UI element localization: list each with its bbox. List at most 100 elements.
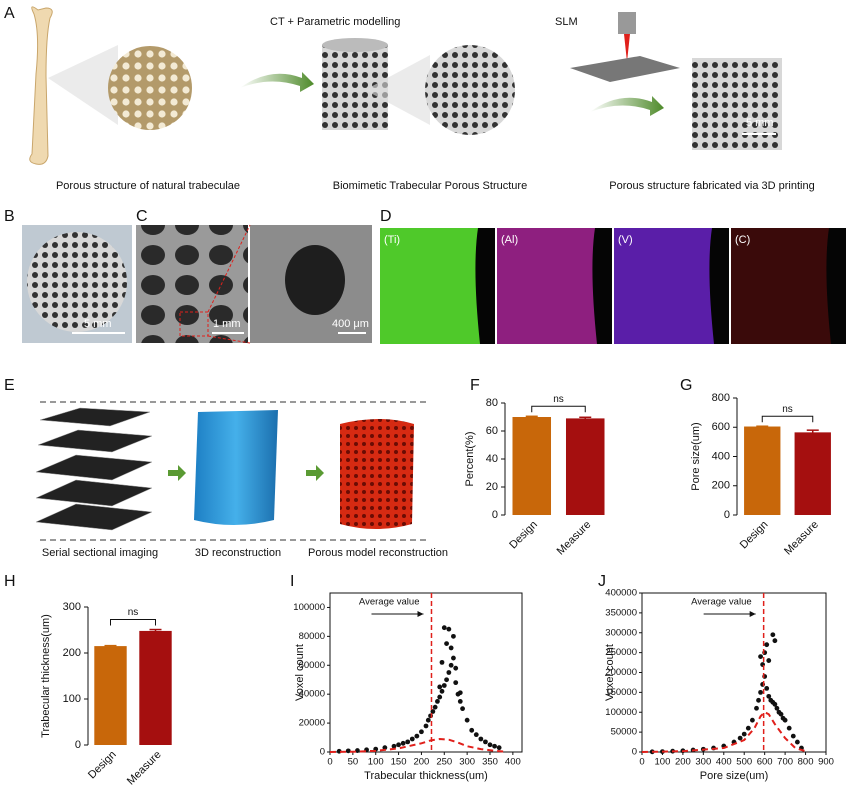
panel-label: I: [290, 573, 294, 590]
x-tick-label: Measure: [555, 519, 594, 558]
element-label: (Ti): [384, 234, 400, 246]
x-tick-label: Design: [86, 749, 119, 782]
zoom-line: [207, 224, 251, 313]
y-tick-label: 400: [712, 450, 730, 462]
y-tick-label: 0: [75, 739, 81, 751]
y-tick-label: 80: [486, 397, 498, 409]
x-tick-label: Measure: [782, 519, 821, 558]
build-plate: [570, 56, 680, 82]
arrow: [240, 72, 314, 92]
panel-label: J: [598, 573, 606, 590]
point: [464, 717, 470, 723]
y-tick-label: 100000: [293, 602, 325, 613]
point: [444, 641, 449, 646]
laser: [624, 34, 630, 62]
significance-bracket: [761, 415, 814, 423]
point: [772, 638, 778, 644]
point: [414, 733, 420, 739]
zoom-cone: [365, 55, 430, 125]
panel-label: C: [136, 208, 148, 225]
arrow: [590, 96, 664, 116]
y-tick-label: 0: [632, 747, 637, 758]
y-tick-label: 40000: [299, 689, 325, 700]
panel-e: E Serial sectional imaging 3D reconstruc…: [4, 377, 448, 559]
y-tick-label: 20000: [299, 718, 325, 729]
point: [766, 693, 772, 699]
x-tick-label: 300: [459, 757, 475, 768]
zoom-cone: [48, 45, 118, 125]
x-axis-label: Pore size(um): [700, 770, 768, 782]
arrow-head: [749, 611, 756, 617]
point: [460, 706, 465, 712]
x-tick-label: 50: [348, 757, 359, 768]
point: [453, 665, 459, 671]
panels-bcd: B 5 mm C 1 mm 400 μm D (Ti) (Al) (V) (C): [4, 208, 846, 344]
zoom-line: [207, 335, 251, 344]
bar: [512, 417, 552, 515]
point: [435, 699, 440, 704]
y-tick-label: 600: [712, 421, 730, 433]
point: [423, 723, 429, 729]
x-tick-label: 0: [639, 757, 644, 768]
bar: [744, 426, 781, 515]
x-tick-label: 800: [798, 757, 814, 768]
y-axis-label: Percent(%): [464, 431, 476, 486]
x-tick-label: Measure: [125, 749, 164, 788]
point: [758, 654, 763, 659]
caption: Porous structure of natural trabeculae: [56, 180, 240, 192]
bar: [139, 630, 172, 745]
y-tick-label: 40: [486, 453, 498, 465]
y-tick-label: 50000: [611, 727, 637, 738]
trabecular-image: [108, 46, 192, 130]
point: [444, 677, 449, 683]
bar: [794, 432, 831, 515]
laser-head: [618, 12, 636, 34]
point: [441, 625, 447, 631]
y-tick-label: 300000: [605, 627, 637, 638]
point: [430, 709, 436, 714]
scale-label: 1 mm: [213, 318, 241, 330]
point: [448, 662, 454, 668]
point: [453, 680, 459, 686]
cylinder-top: [322, 38, 388, 52]
y-tick-label: 20: [486, 481, 498, 493]
x-tick-label: 0: [327, 757, 332, 768]
slices: [35, 407, 153, 531]
point: [487, 742, 493, 748]
x-tick-label: 250: [436, 757, 452, 768]
model-section: [425, 45, 515, 135]
caption: 3D reconstruction: [195, 547, 281, 559]
fit-curve: [329, 737, 504, 753]
x-tick-label: 200: [413, 757, 429, 768]
step-label: SLM: [555, 16, 578, 28]
point: [441, 683, 447, 688]
y-tick-label: 60: [486, 425, 498, 437]
y-tick-label: 0: [724, 509, 730, 521]
caption: Biomimetic Trabecular Porous Structure: [333, 180, 527, 192]
caption: Porous model reconstruction: [308, 547, 448, 559]
point: [437, 694, 443, 700]
point: [419, 729, 424, 735]
point: [439, 659, 445, 665]
annotation: Average value: [359, 597, 420, 608]
x-tick-label: 500: [736, 757, 752, 768]
sem-low: [136, 225, 248, 343]
panel-a: A CT + Parametric modelling SLM 5 mm Por…: [4, 5, 815, 192]
arrow: [306, 465, 324, 481]
panel-label: H: [4, 573, 16, 590]
significance-bracket: [110, 619, 156, 626]
panel-label: A: [4, 5, 15, 22]
x-tick-label: 100: [368, 757, 384, 768]
y-tick-label: 250000: [605, 647, 637, 658]
panel-label: B: [4, 208, 15, 225]
x-tick-label: Design: [738, 519, 771, 552]
point: [457, 699, 463, 704]
x-tick-label: 400: [505, 757, 521, 768]
significance-bracket: [531, 405, 586, 413]
y-tick-label: 150000: [605, 687, 637, 698]
arrow-head: [417, 611, 424, 617]
bar: [94, 646, 127, 745]
point: [756, 697, 761, 703]
point: [778, 711, 784, 717]
